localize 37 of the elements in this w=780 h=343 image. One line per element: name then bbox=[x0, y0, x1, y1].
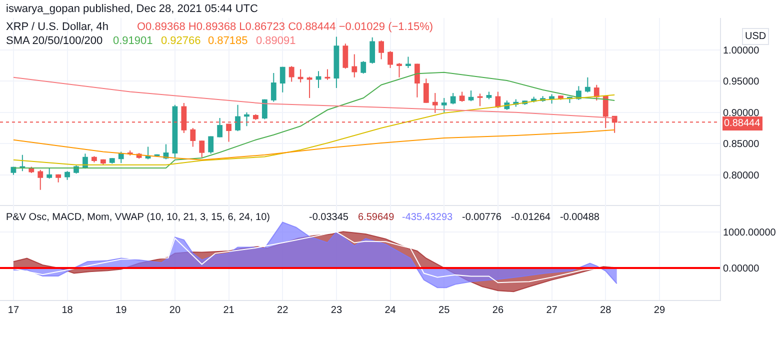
y-tick-label: 0.95000 bbox=[723, 76, 760, 88]
ref-line-label: 0.88444 bbox=[724, 118, 761, 129]
x-tick-label: 24 bbox=[384, 305, 396, 316]
x-tick-label: 23 bbox=[330, 305, 342, 316]
annotation: -0.00488 bbox=[560, 212, 600, 223]
annotation: -0.03345 bbox=[309, 212, 349, 223]
x-tick-label: 28 bbox=[600, 305, 612, 316]
x-tick-label: 17 bbox=[8, 305, 20, 316]
x-tick-label: 18 bbox=[62, 305, 74, 316]
x-tick-label: 29 bbox=[654, 305, 666, 316]
x-tick-label: 20 bbox=[169, 305, 181, 316]
text: P&V Osc, MACD, Mom, VWAP (10, 10, 21, 3, 15, 6, 24, 10) bbox=[6, 212, 270, 223]
x-tick-label: 26 bbox=[492, 305, 504, 316]
text: 0.87185 bbox=[208, 35, 248, 47]
text: 0.92766 bbox=[161, 35, 201, 47]
y-tick-label: 0.90000 bbox=[723, 108, 760, 119]
chart-title: XRP / U.S. Dollar, 4h bbox=[6, 21, 109, 33]
annotation: SMA 20/50/100/200 bbox=[6, 35, 103, 47]
annotation: -0.00776 bbox=[462, 212, 502, 223]
text: -435.43293 bbox=[402, 212, 454, 223]
x-tick-label: 27 bbox=[546, 305, 558, 316]
x-tick-label: 22 bbox=[277, 305, 289, 316]
y-tick-label: 0.00000 bbox=[723, 263, 760, 274]
y-tick-label: 0.85000 bbox=[723, 139, 760, 150]
x-tick-label: 19 bbox=[116, 305, 128, 316]
text: 0.89091 bbox=[256, 35, 296, 47]
y-tick-label: 1.00000 bbox=[723, 45, 760, 56]
text: 0.91901 bbox=[113, 35, 153, 47]
y-tick-label: 1000.00000 bbox=[723, 227, 776, 238]
x-tick-label: 21 bbox=[223, 305, 235, 316]
chart-subtitle: O0.89368 H0.89368 L0.86723 C0.88444 −0.01029 (−1.15%) bbox=[137, 21, 434, 33]
series-label: 6.59649 bbox=[358, 212, 395, 223]
y-axis-title: USD bbox=[745, 31, 766, 42]
x-tick-label: 25 bbox=[438, 305, 450, 316]
y-tick-label: 0.80000 bbox=[723, 170, 760, 182]
annotation: -0.01264 bbox=[511, 212, 551, 223]
text: iswarya_gopan published, Dec 28, 2021 05:44 UTC bbox=[6, 3, 258, 15]
